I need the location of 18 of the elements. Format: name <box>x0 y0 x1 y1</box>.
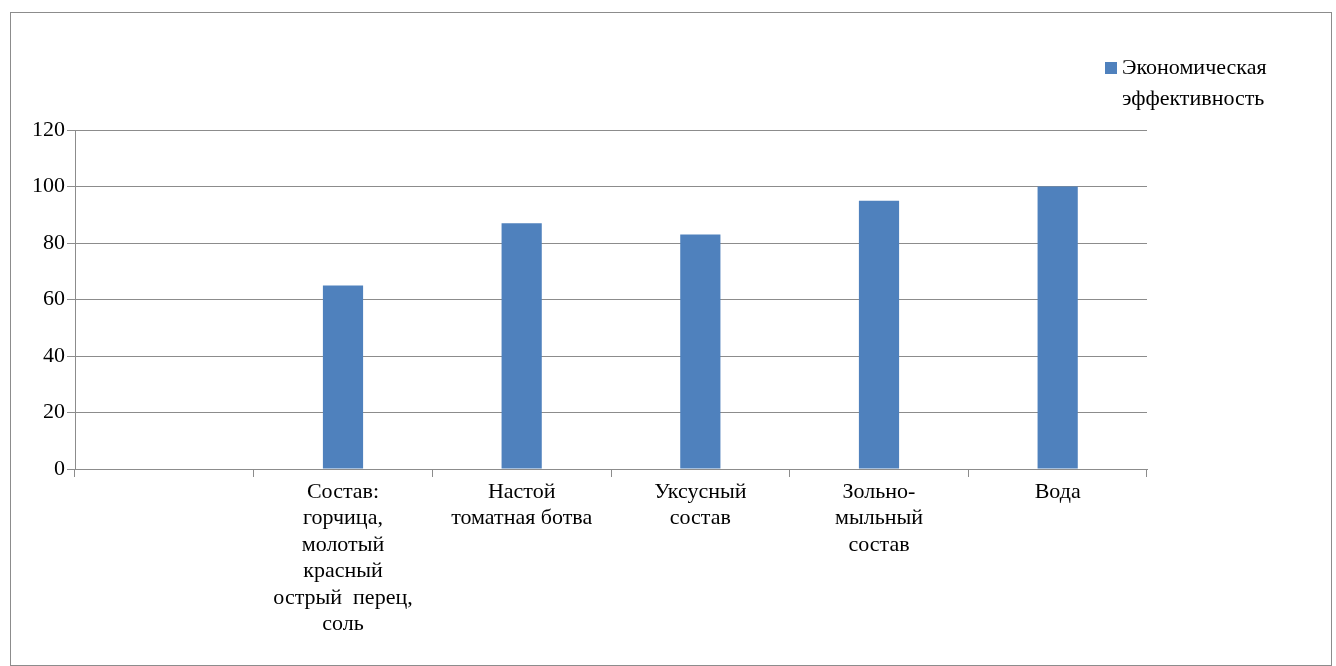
bar <box>858 200 900 469</box>
bar <box>680 234 721 469</box>
x-tick-label: Настой томатная ботва <box>451 477 593 530</box>
x-tick-label: Вода <box>1034 477 1081 503</box>
x-tick-label: Уксусный состав <box>654 477 747 530</box>
bar <box>1037 186 1078 469</box>
bar <box>322 285 364 469</box>
legend-label: Экономическая эффективность <box>1122 53 1267 110</box>
y-tick-label: 100 <box>32 172 65 198</box>
x-tick-label: Состав: горчица, молотый красный острый перец, соль <box>273 477 413 635</box>
y-tick-label: 40 <box>43 341 65 367</box>
bar <box>501 223 542 469</box>
y-tick-label: 60 <box>43 285 65 311</box>
y-tick-label: 20 <box>43 398 65 424</box>
y-tick-label: 80 <box>43 228 65 254</box>
y-tick-label: 120 <box>32 115 65 141</box>
x-tick-label: Зольно- мыльный состав <box>834 477 924 556</box>
y-tick-label: 0 <box>54 454 65 480</box>
